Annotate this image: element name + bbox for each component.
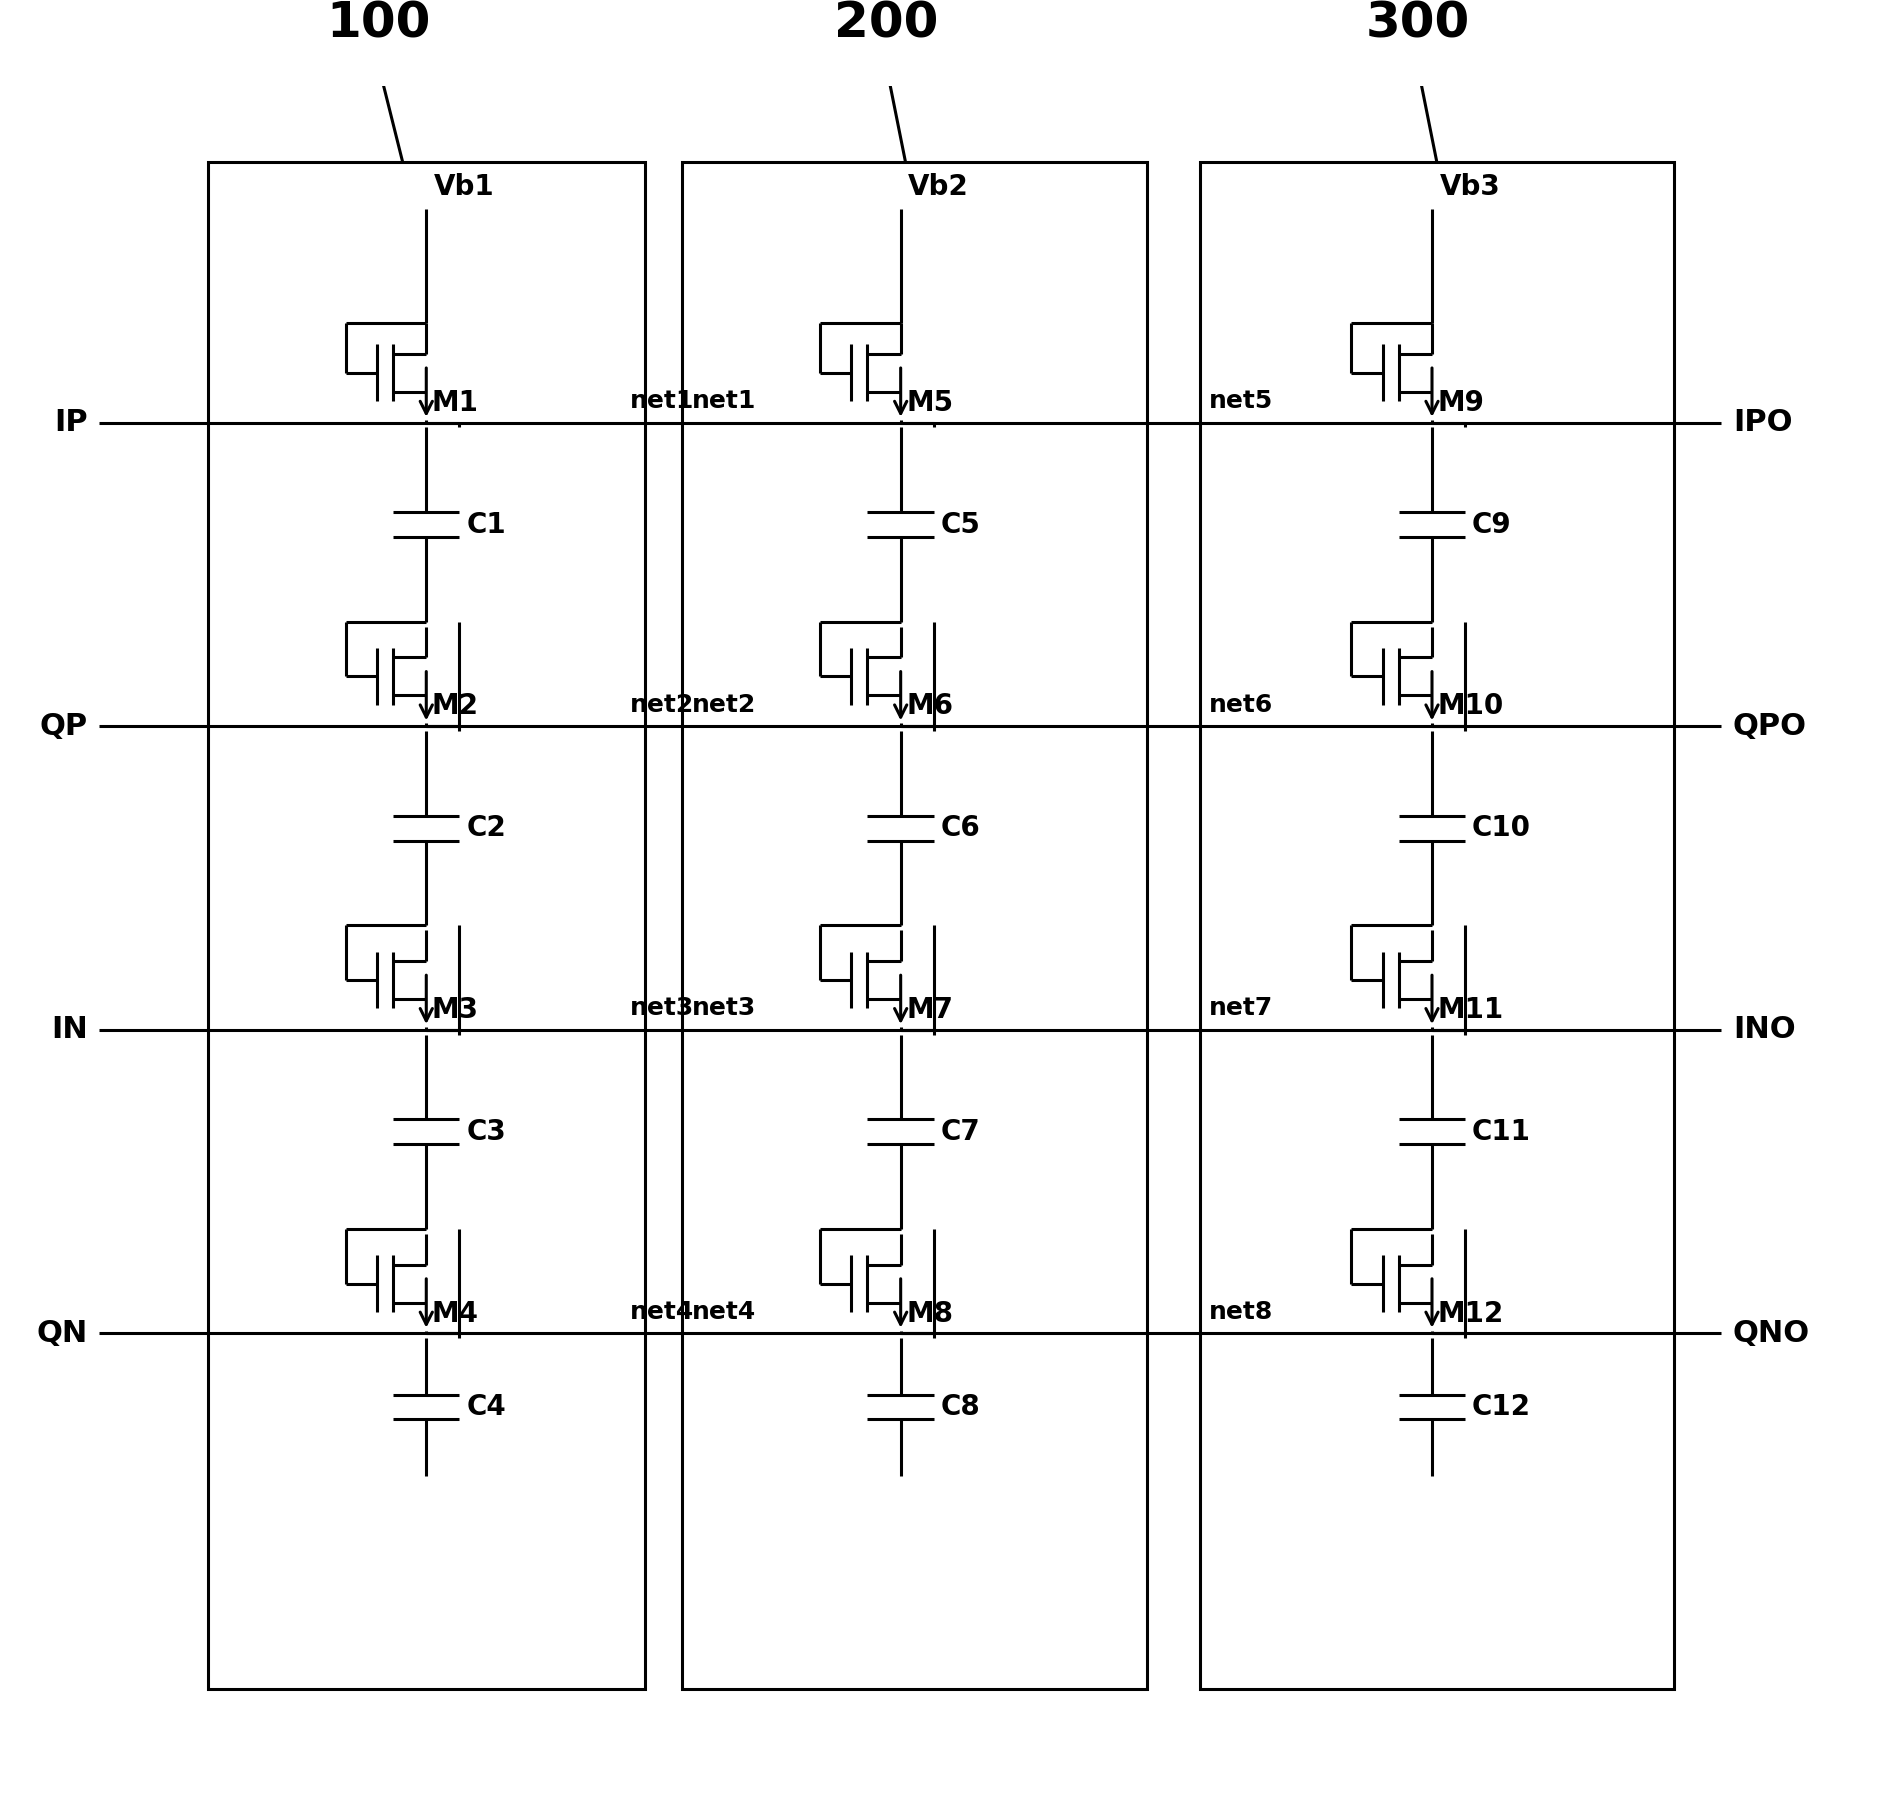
Text: Vb1: Vb1 [434, 174, 495, 201]
Text: C12: C12 [1472, 1394, 1531, 1421]
Text: Vb3: Vb3 [1440, 174, 1501, 201]
Text: QNO: QNO [1732, 1319, 1810, 1348]
Text: 100: 100 [326, 0, 430, 47]
Text: M12: M12 [1438, 1300, 1505, 1329]
Text: Vb2: Vb2 [908, 174, 968, 201]
Text: net3: net3 [692, 996, 756, 1021]
Text: C2: C2 [466, 814, 506, 842]
Text: net6: net6 [1209, 693, 1273, 717]
Text: QN: QN [36, 1319, 87, 1348]
Bar [682, 161, 1146, 1689]
Text: 300: 300 [1366, 0, 1471, 47]
Text: IN: IN [51, 1015, 87, 1044]
Text: M5: M5 [906, 389, 953, 416]
Text: net1: net1 [692, 389, 756, 413]
Text: M10: M10 [1438, 693, 1505, 720]
Text: M11: M11 [1438, 996, 1505, 1024]
Text: INO: INO [1732, 1015, 1795, 1044]
Text: M6: M6 [906, 693, 953, 720]
Text: C3: C3 [466, 1119, 506, 1146]
Text: net5: net5 [1209, 389, 1273, 413]
Text: net3: net3 [631, 996, 695, 1021]
Text: net1: net1 [631, 389, 695, 413]
Text: C10: C10 [1472, 814, 1531, 842]
Text: IP: IP [53, 407, 87, 436]
Text: M7: M7 [906, 996, 953, 1024]
Text: C5: C5 [940, 510, 980, 539]
Text: C7: C7 [940, 1119, 980, 1146]
Text: net2: net2 [631, 693, 695, 717]
Text: M4: M4 [432, 1300, 479, 1329]
Text: 200: 200 [834, 0, 938, 47]
Text: M2: M2 [432, 693, 479, 720]
Text: C11: C11 [1472, 1119, 1531, 1146]
Text: net4: net4 [631, 1300, 695, 1323]
Text: QPO: QPO [1732, 711, 1806, 740]
Text: net2: net2 [692, 693, 756, 717]
Text: M9: M9 [1438, 389, 1484, 416]
Text: net7: net7 [1209, 996, 1273, 1021]
Text: QP: QP [40, 711, 87, 740]
Text: C4: C4 [466, 1394, 506, 1421]
Text: net8: net8 [1209, 1300, 1273, 1323]
Bar [208, 161, 644, 1689]
Bar [1200, 161, 1673, 1689]
Text: C9: C9 [1472, 510, 1512, 539]
Text: C8: C8 [940, 1394, 980, 1421]
Text: net4: net4 [692, 1300, 756, 1323]
Text: M1: M1 [432, 389, 479, 416]
Text: IPO: IPO [1732, 407, 1793, 436]
Text: C6: C6 [940, 814, 980, 842]
Text: M3: M3 [432, 996, 479, 1024]
Text: C1: C1 [466, 510, 506, 539]
Text: M8: M8 [906, 1300, 953, 1329]
